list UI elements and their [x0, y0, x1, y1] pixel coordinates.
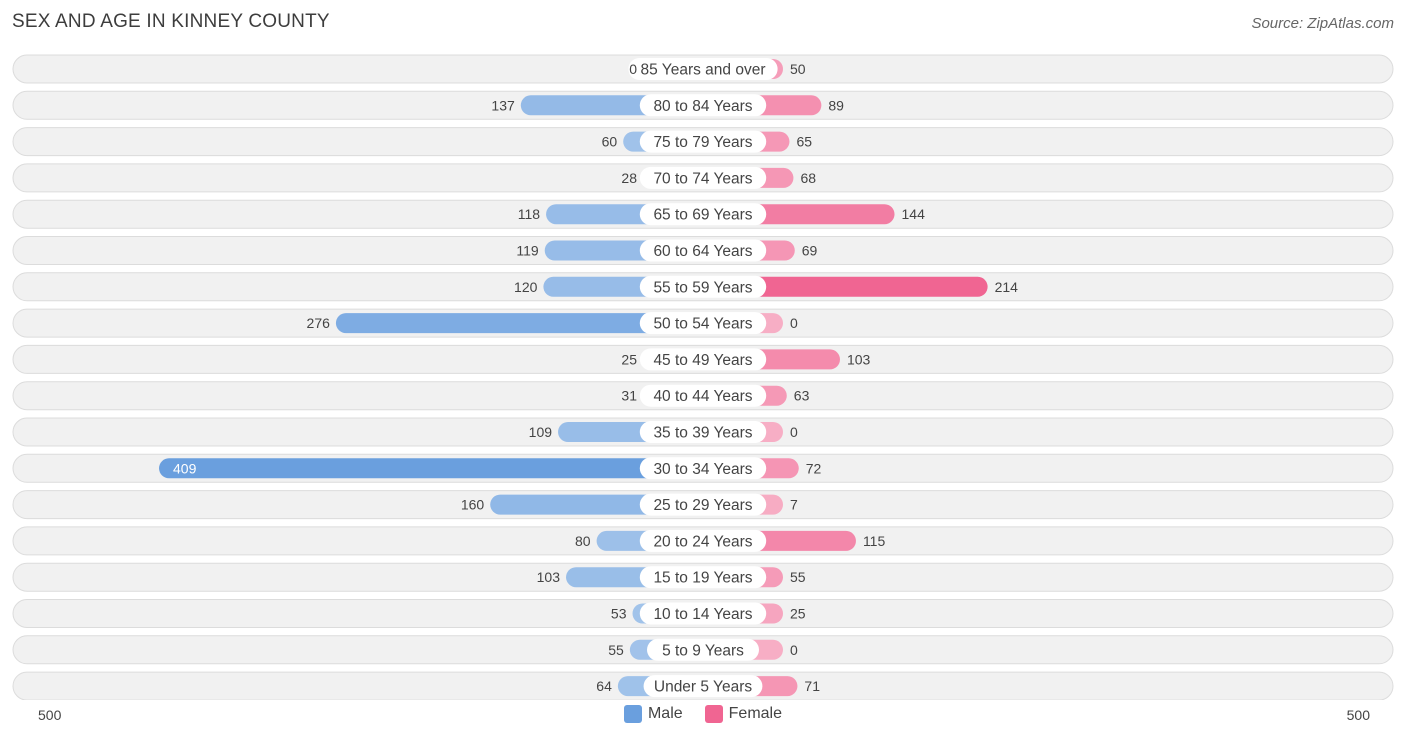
category-pill — [639, 348, 767, 371]
female-value-label: 144 — [902, 206, 926, 222]
female-value-label: 115 — [863, 533, 886, 549]
category-label: 65 to 69 Years — [653, 207, 752, 224]
male-value-label: 28 — [621, 170, 637, 186]
female-value-label: 63 — [794, 388, 810, 404]
axis-right-label: 500 — [1346, 707, 1370, 723]
category-pill — [639, 493, 767, 516]
female-value-label: 55 — [790, 569, 806, 585]
category-pill — [639, 94, 767, 117]
chart-title: SEX AND AGE IN KINNEY COUNTY — [12, 11, 330, 32]
legend-item-male[interactable]: Male — [623, 705, 683, 723]
category-pill — [639, 239, 767, 262]
axis-left-label: 500 — [38, 707, 62, 723]
legend-label-male: Male — [647, 705, 683, 722]
category-label: 20 to 24 Years — [653, 533, 752, 550]
category-pill — [639, 457, 767, 480]
female-value-label: 68 — [800, 170, 816, 186]
female-value-label: 0 — [790, 315, 798, 331]
male-value-label: 53 — [611, 606, 627, 622]
male-value-label: 60 — [602, 134, 618, 150]
male-value-label: 80 — [575, 533, 591, 549]
legend-label-female: Female — [728, 705, 783, 722]
category-pill — [639, 312, 767, 335]
female-value-label: 103 — [847, 351, 871, 367]
category-pill — [639, 130, 767, 153]
legend-swatch-female — [704, 705, 723, 723]
female-value-label: 214 — [995, 279, 1019, 295]
category-label: 30 to 34 Years — [653, 461, 752, 478]
category-pill — [628, 58, 778, 80]
category-label: 10 to 14 Years — [653, 606, 752, 623]
male-value-label: 31 — [621, 388, 637, 404]
male-value-label: 109 — [529, 424, 553, 440]
legend: Male Female — [0, 705, 1406, 723]
female-value-label: 0 — [790, 642, 798, 658]
female-value-label: 69 — [802, 243, 818, 259]
male-value-label: 120 — [514, 279, 538, 295]
female-value-label: 50 — [790, 61, 806, 77]
bar-male — [159, 458, 703, 479]
category-label: 50 to 54 Years — [653, 316, 752, 333]
category-pill — [643, 675, 763, 698]
male-value-label: 119 — [516, 243, 539, 259]
female-value-label: 89 — [828, 97, 844, 113]
female-value-label: 65 — [796, 134, 812, 150]
category-pill — [639, 166, 767, 189]
legend-item-female[interactable]: Female — [704, 705, 783, 723]
male-value-label: 103 — [537, 569, 561, 585]
legend-swatch-male — [623, 705, 642, 723]
category-label: 35 to 39 Years — [653, 425, 752, 442]
male-value-label: 0 — [629, 61, 637, 77]
category-pill — [639, 602, 767, 625]
male-value-label: 160 — [461, 497, 485, 513]
category-label: 25 to 29 Years — [653, 497, 752, 514]
bar-female — [703, 276, 988, 297]
category-label: 45 to 49 Years — [653, 352, 752, 369]
category-label: 70 to 74 Years — [653, 170, 752, 187]
category-pill — [639, 203, 767, 226]
female-value-label: 71 — [804, 678, 820, 694]
male-value-label: 409 — [173, 460, 197, 476]
category-label: 85 Years and over — [641, 62, 766, 79]
male-value-label: 25 — [621, 351, 637, 367]
category-pill — [639, 421, 767, 443]
category-pill — [639, 529, 767, 552]
source-note: Source: ZipAtlas.com — [1251, 15, 1394, 32]
category-label: Under 5 Years — [654, 679, 752, 696]
category-label: 55 to 59 Years — [653, 279, 752, 296]
category-pill — [639, 275, 767, 298]
female-value-label: 7 — [790, 497, 798, 513]
male-value-label: 118 — [518, 206, 541, 222]
category-label: 40 to 44 Years — [653, 388, 752, 405]
female-value-label: 25 — [790, 606, 806, 622]
female-value-label: 0 — [790, 424, 798, 440]
male-value-label: 276 — [307, 315, 331, 331]
category-label: 15 to 19 Years — [653, 570, 752, 587]
category-label: 60 to 64 Years — [653, 243, 752, 260]
category-pill — [639, 384, 767, 407]
female-value-label: 72 — [806, 460, 822, 476]
category-pill — [647, 638, 759, 661]
category-pill — [639, 566, 767, 589]
male-value-label: 64 — [596, 678, 612, 694]
category-label: 5 to 9 Years — [662, 642, 744, 659]
category-label: 75 to 79 Years — [653, 134, 752, 151]
male-value-label: 137 — [491, 97, 515, 113]
male-value-label: 55 — [608, 642, 624, 658]
bar-male — [335, 313, 703, 334]
category-label: 80 to 84 Years — [653, 98, 752, 115]
